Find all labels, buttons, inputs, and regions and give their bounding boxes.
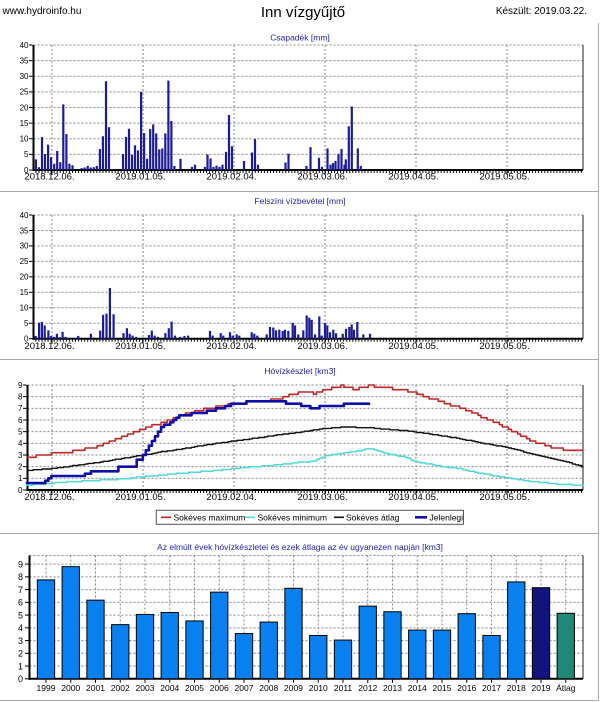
svg-text:1: 1 bbox=[18, 661, 23, 671]
svg-text:2002: 2002 bbox=[111, 683, 130, 693]
svg-text:Sokéves minimum: Sokéves minimum bbox=[258, 512, 327, 522]
svg-text:0: 0 bbox=[18, 486, 23, 495]
svg-text:10: 10 bbox=[20, 135, 29, 144]
svg-text:2011: 2011 bbox=[334, 683, 353, 693]
svg-text:2012: 2012 bbox=[358, 683, 377, 693]
svg-text:2019.03.06.: 2019.03.06. bbox=[297, 172, 347, 183]
svg-text:25: 25 bbox=[20, 257, 29, 266]
svg-text:25: 25 bbox=[20, 88, 29, 97]
svg-text:5: 5 bbox=[24, 319, 29, 328]
svg-text:Sokéves átlag: Sokéves átlag bbox=[346, 512, 400, 522]
svg-text:2008: 2008 bbox=[259, 683, 278, 693]
svg-text:6: 6 bbox=[18, 598, 23, 608]
svg-text:Jelenlegi: Jelenlegi bbox=[430, 512, 464, 522]
svg-text:9: 9 bbox=[18, 559, 23, 569]
svg-text:2019: 2019 bbox=[532, 683, 551, 693]
svg-text:2004: 2004 bbox=[160, 683, 179, 693]
svg-text:2019.03.06.: 2019.03.06. bbox=[297, 492, 347, 503]
svg-text:2017: 2017 bbox=[482, 683, 501, 693]
svg-text:Hóvízkészlet [km3]: Hóvízkészlet [km3] bbox=[264, 366, 335, 376]
svg-text:15: 15 bbox=[20, 288, 29, 297]
svg-text:5: 5 bbox=[18, 427, 23, 436]
svg-text:0: 0 bbox=[18, 674, 23, 684]
svg-text:2019.01.05.: 2019.01.05. bbox=[115, 492, 165, 503]
svg-text:2014: 2014 bbox=[408, 683, 427, 693]
svg-text:2018.12.06.: 2018.12.06. bbox=[24, 341, 74, 352]
svg-text:2019.04.05.: 2019.04.05. bbox=[388, 492, 438, 503]
svg-text:2007: 2007 bbox=[235, 683, 254, 693]
svg-text:5: 5 bbox=[24, 150, 29, 159]
svg-text:2013: 2013 bbox=[383, 683, 402, 693]
svg-text:2019.04.05.: 2019.04.05. bbox=[388, 172, 438, 183]
svg-text:2016: 2016 bbox=[457, 683, 476, 693]
svg-text:9: 9 bbox=[18, 381, 23, 390]
svg-text:www.hydroinfo.hu: www.hydroinfo.hu bbox=[2, 6, 82, 17]
svg-text:Készült: 2019.03.22.: Készült: 2019.03.22. bbox=[496, 6, 587, 17]
svg-text:2019.04.05.: 2019.04.05. bbox=[388, 341, 438, 352]
svg-text:8: 8 bbox=[18, 392, 23, 401]
svg-text:20: 20 bbox=[20, 103, 29, 112]
svg-text:20: 20 bbox=[20, 273, 29, 282]
svg-text:35: 35 bbox=[20, 226, 29, 235]
svg-text:6: 6 bbox=[18, 416, 23, 425]
svg-text:1999: 1999 bbox=[37, 683, 56, 693]
svg-text:2019.02.04.: 2019.02.04. bbox=[206, 341, 256, 352]
svg-text:2010: 2010 bbox=[309, 683, 328, 693]
svg-text:2018.12.06.: 2018.12.06. bbox=[24, 172, 74, 183]
svg-text:Csapadék [mm]: Csapadék [mm] bbox=[270, 33, 330, 43]
svg-text:3: 3 bbox=[18, 636, 23, 646]
svg-text:10: 10 bbox=[20, 304, 29, 313]
svg-text:2: 2 bbox=[18, 462, 23, 471]
svg-text:2019.02.04.: 2019.02.04. bbox=[206, 492, 256, 503]
svg-text:2019.05.05.: 2019.05.05. bbox=[479, 172, 529, 183]
svg-text:2019.02.04.: 2019.02.04. bbox=[206, 172, 256, 183]
svg-text:2: 2 bbox=[18, 649, 23, 659]
svg-text:2018.12.06.: 2018.12.06. bbox=[24, 492, 74, 503]
svg-text:15: 15 bbox=[20, 119, 29, 128]
svg-text:Az elmúlt évek hóvízkészletei: Az elmúlt évek hóvízkészletei és ezek át… bbox=[157, 542, 443, 552]
svg-text:Sokéves maximum: Sokéves maximum bbox=[174, 512, 246, 522]
svg-text:2005: 2005 bbox=[185, 683, 204, 693]
svg-text:4: 4 bbox=[18, 623, 23, 633]
svg-text:2009: 2009 bbox=[284, 683, 303, 693]
svg-text:30: 30 bbox=[20, 72, 29, 81]
svg-text:2006: 2006 bbox=[210, 683, 229, 693]
svg-text:40: 40 bbox=[20, 41, 29, 50]
svg-text:7: 7 bbox=[18, 404, 23, 413]
svg-text:2019.05.05.: 2019.05.05. bbox=[479, 341, 529, 352]
svg-text:8: 8 bbox=[18, 572, 23, 582]
svg-text:2000: 2000 bbox=[61, 683, 80, 693]
svg-text:Átlag: Átlag bbox=[556, 683, 576, 693]
svg-text:2018: 2018 bbox=[507, 683, 526, 693]
svg-text:Felszíni vízbevétel [mm]: Felszíni vízbevétel [mm] bbox=[254, 196, 345, 206]
svg-text:2015: 2015 bbox=[433, 683, 452, 693]
svg-text:5: 5 bbox=[18, 610, 23, 620]
svg-text:7: 7 bbox=[18, 585, 23, 595]
svg-text:3: 3 bbox=[18, 451, 23, 460]
svg-text:4: 4 bbox=[18, 439, 23, 448]
svg-text:30: 30 bbox=[20, 242, 29, 251]
svg-text:Inn vízgyűjtő: Inn vízgyűjtő bbox=[261, 4, 345, 21]
svg-text:0: 0 bbox=[24, 335, 29, 344]
svg-text:2019.05.05.: 2019.05.05. bbox=[479, 492, 529, 503]
svg-text:2001: 2001 bbox=[86, 683, 105, 693]
svg-text:1: 1 bbox=[18, 474, 23, 483]
svg-text:2003: 2003 bbox=[136, 683, 155, 693]
svg-text:40: 40 bbox=[20, 211, 29, 220]
svg-text:35: 35 bbox=[20, 56, 29, 65]
svg-text:2019.03.06.: 2019.03.06. bbox=[297, 341, 347, 352]
svg-text:2019.01.05.: 2019.01.05. bbox=[115, 341, 165, 352]
svg-text:2019.01.05.: 2019.01.05. bbox=[115, 172, 165, 183]
svg-text:0: 0 bbox=[24, 166, 29, 175]
